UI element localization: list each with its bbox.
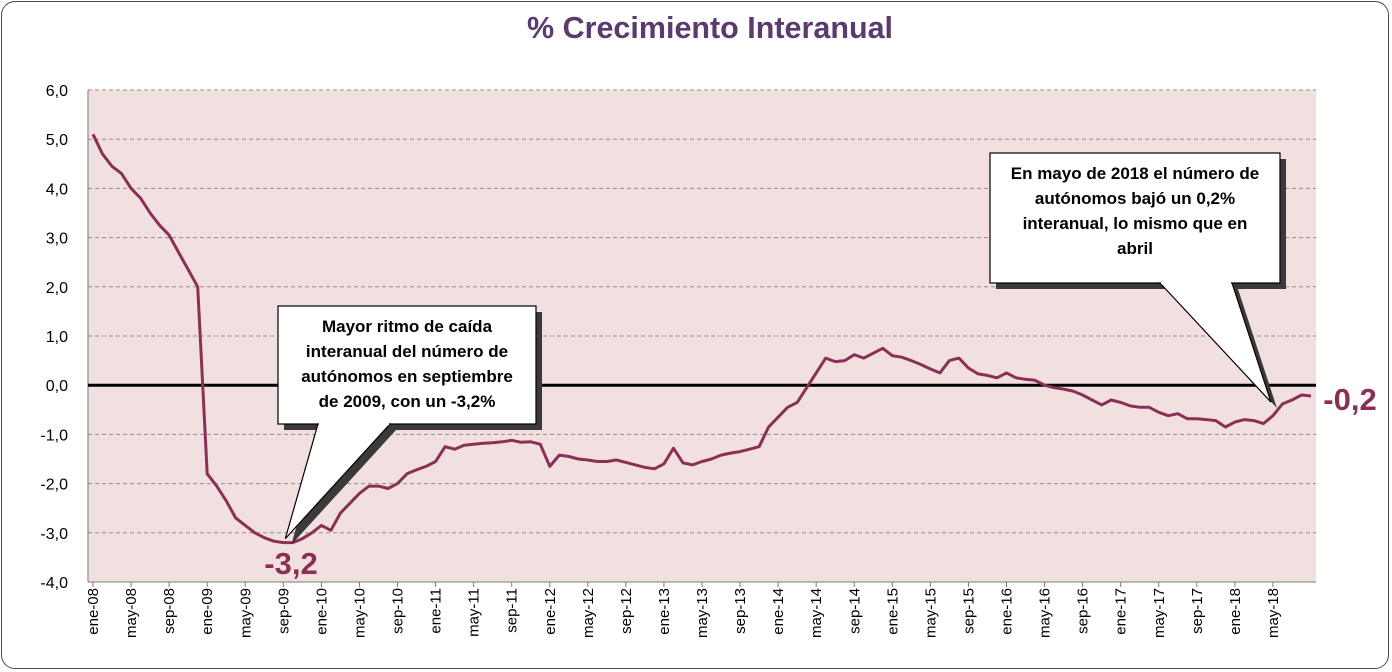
y-tick-label: 1,0 [46,329,68,346]
value-label-last: -0,2 [1323,382,1376,417]
callout-may18-group: En mayo de 2018 el número de autónomos ba… [989,152,1286,409]
callout-sep09-box [277,305,537,425]
x-tick-label: ene-08 [85,588,102,635]
x-tick-label: ene-10 [313,588,330,635]
x-tick-label: may-18 [1265,588,1282,638]
y-tick-label: 4,0 [46,181,68,198]
value-label-min: -3,2 [264,546,317,581]
x-tick-label: sep-10 [390,588,407,634]
callout-may18-text-line: autónomos bajó un 0,2% [1035,189,1235,208]
x-tick-label: sep-14 [846,588,863,634]
chart-title: % Crecimiento Interanual [527,10,893,45]
x-tick-label: sep-17 [1189,588,1206,634]
y-tick-label: 0,0 [46,378,68,395]
callout-sep09-text-line: autónomos en septiembre [301,367,513,386]
x-tick-label: ene-15 [884,588,901,635]
x-tick-label: ene-18 [1227,588,1244,635]
y-tick-label: 6,0 [46,83,68,100]
x-tick-label: sep-13 [732,588,749,634]
x-tick-label: ene-13 [656,588,673,635]
y-tick-label: 2,0 [46,280,68,297]
x-tick-label: may-09 [237,588,254,638]
x-tick-label: may-13 [694,588,711,638]
x-tick-label: ene-12 [542,588,559,635]
x-tick-label: may-12 [580,588,597,638]
series-line [91,133,1312,545]
y-tick-label: -2,0 [40,477,68,494]
y-tick-label: 3,0 [46,231,68,248]
x-tick-label: may-14 [808,588,825,638]
y-tick-label: 5,0 [46,132,68,149]
x-tick-label: sep-12 [618,588,635,634]
x-tick-label: ene-17 [1113,588,1130,635]
y-tick-label: -3,0 [40,526,68,543]
callout-may18-text-line: En mayo de 2018 el número de [1011,164,1259,183]
x-tick-label: may-11 [466,588,483,637]
x-tick-label: may-15 [922,588,939,638]
callout-may18-text-line: interanual, lo mismo que en [1023,214,1248,233]
callout-sep09-group: Mayor ritmo de caída interanual del númer… [277,305,542,545]
x-tick-label: may-08 [123,588,140,638]
callout-sep09-text-line: interanual del número de [306,342,508,361]
x-tick-label: ene-09 [199,588,216,635]
x-tick-label: ene-11 [428,588,445,634]
x-tick-label: sep-08 [161,588,178,634]
x-tick-label: ene-14 [770,588,787,635]
callout-sep09-text-line: Mayor ritmo de caída [322,317,493,336]
x-tick-label: ene-16 [999,588,1016,635]
x-tick-label: sep-16 [1075,588,1092,634]
callout-sep09-text-line: de 2009, con un -3,2% [319,392,496,411]
x-tick-label: may-10 [351,588,368,638]
x-tick-label: sep-15 [960,588,977,634]
x-tick-label: may-17 [1151,588,1168,638]
x-tick-label: sep-11 [504,588,521,633]
callout-may18-box [989,152,1281,284]
x-tick-label: sep-09 [275,588,292,634]
y-tick-label: -4,0 [40,575,68,592]
y-tick-label: -1,0 [40,427,68,444]
x-tick-label: may-16 [1037,588,1054,638]
callout-may18-text-line: abril [1117,239,1153,258]
